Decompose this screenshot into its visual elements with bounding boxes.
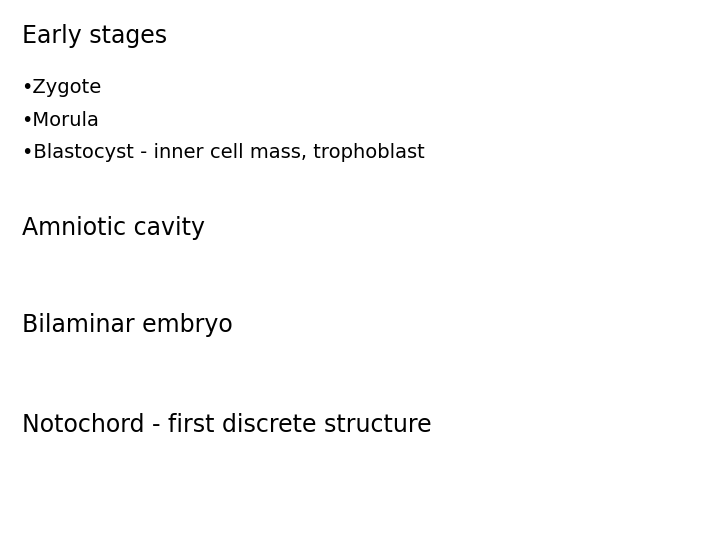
Text: Notochord - first discrete structure: Notochord - first discrete structure xyxy=(22,413,431,437)
Text: Amniotic cavity: Amniotic cavity xyxy=(22,216,204,240)
Text: •Zygote: •Zygote xyxy=(22,78,102,97)
Text: Bilaminar embryo: Bilaminar embryo xyxy=(22,313,233,337)
Text: Early stages: Early stages xyxy=(22,24,167,48)
Text: •Morula: •Morula xyxy=(22,111,99,130)
Text: •Blastocyst - inner cell mass, trophoblast: •Blastocyst - inner cell mass, trophobla… xyxy=(22,143,424,162)
